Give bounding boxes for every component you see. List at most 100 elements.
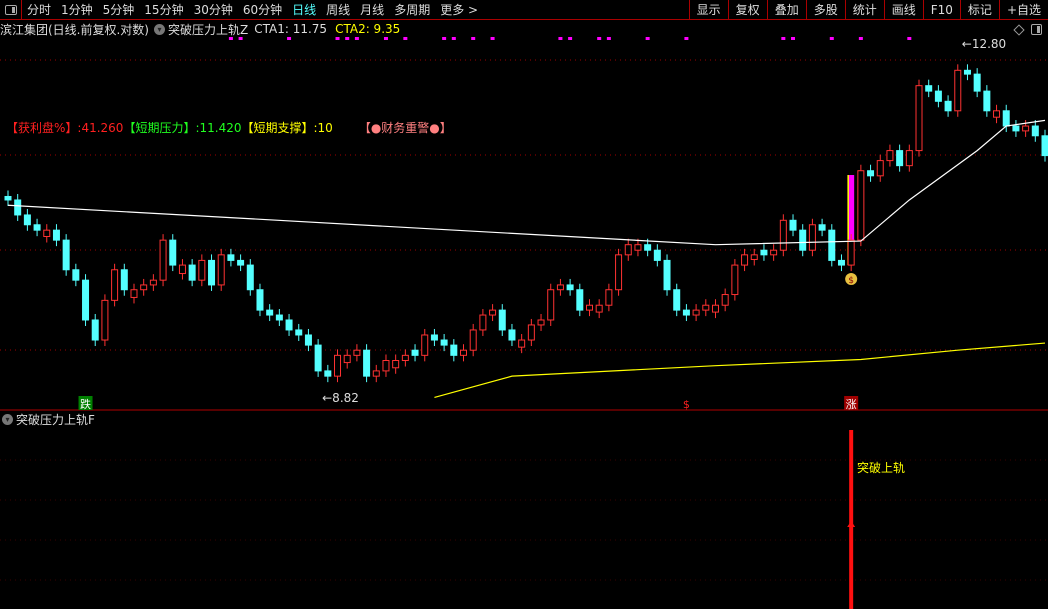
chevron-down-icon[interactable]: ▾ — [154, 23, 165, 35]
candle-up — [43, 229, 51, 237]
support-label: 【短期支撑】 — [241, 121, 314, 135]
candle-up — [886, 150, 894, 162]
candle-up — [808, 224, 816, 251]
toolbar-button[interactable]: 复权 — [727, 0, 767, 20]
period-tab[interactable]: 日线 — [292, 3, 317, 17]
signal-marker — [829, 37, 834, 40]
money-bag-icon-glyph: $ — [848, 276, 854, 286]
candle-up — [334, 354, 342, 377]
signal-marker — [471, 37, 476, 40]
candle-up — [111, 269, 119, 301]
candle-up — [198, 259, 206, 281]
candle-up — [149, 279, 157, 286]
candle-up — [615, 254, 623, 291]
toolbar-button[interactable]: F10 — [922, 0, 960, 20]
candle-down — [644, 244, 652, 251]
candle-up — [489, 309, 497, 316]
candle-up — [876, 160, 884, 177]
signal-marker — [597, 37, 602, 40]
candle-down — [867, 170, 875, 177]
toolbar-button[interactable]: 显示 — [688, 0, 728, 20]
candle-down — [973, 73, 981, 92]
period-tab[interactable]: 30分钟 — [193, 3, 233, 17]
sub-panel-header: ▾ 突破压力上轨F — [0, 411, 95, 428]
cta1-value: CTA1: 11.75 — [254, 22, 328, 36]
candle-up — [741, 254, 749, 266]
candle-down — [1012, 125, 1020, 132]
indicator-name[interactable]: 突破压力上轨Z — [168, 22, 249, 37]
candle-up — [857, 170, 865, 241]
panel-toggle-icon[interactable] — [0, 0, 22, 20]
period-tab[interactable]: 60分钟 — [242, 3, 283, 17]
toolbar-button[interactable]: 多股 — [805, 0, 845, 20]
candle-up — [711, 304, 719, 313]
period-tab[interactable]: 1分钟 — [61, 3, 93, 17]
candle-down — [1031, 125, 1039, 137]
candle-down — [188, 264, 196, 281]
chevron-down-icon[interactable]: ▾ — [2, 414, 13, 425]
toolbar-button[interactable]: 叠加 — [766, 0, 806, 20]
arrow-up-icon — [847, 521, 856, 527]
candle-down — [896, 150, 904, 167]
candle-up — [382, 359, 390, 372]
candle-up — [479, 314, 487, 331]
profit-label: 【获利盘%】 — [6, 121, 78, 135]
toolbar-button[interactable]: 画线 — [883, 0, 923, 20]
signal-marker — [606, 37, 611, 40]
marker-badge — [844, 396, 859, 410]
candle-up — [343, 354, 351, 364]
candle-down — [1041, 135, 1048, 157]
sub-panel-title[interactable]: 突破压力上轨F — [16, 413, 95, 427]
candle-down — [363, 349, 371, 377]
candle-up — [372, 370, 380, 377]
candle-up — [460, 349, 468, 356]
candle-down — [789, 219, 797, 231]
candle-down — [33, 224, 41, 231]
candle-down — [983, 90, 991, 112]
candle-up — [527, 324, 535, 341]
panel-icon[interactable] — [1031, 24, 1042, 35]
toolbar-button[interactable]: +自选 — [998, 0, 1048, 20]
candle-down — [72, 269, 80, 281]
candle-down — [760, 249, 768, 256]
candle-down — [246, 264, 254, 291]
info-line: 滨江集团(日线.前复权.对数) ▾ 突破压力上轨Z CTA1: 11.75 CT… — [0, 21, 400, 37]
period-tab[interactable]: 分时 — [27, 3, 52, 17]
ma-line-yellow — [434, 342, 1046, 399]
candle-down — [91, 319, 99, 341]
candle-up — [605, 289, 613, 306]
candle-down — [508, 329, 516, 341]
candle-up — [537, 319, 545, 326]
candle-down — [430, 334, 438, 341]
candle-down — [295, 329, 303, 336]
candle-up — [469, 329, 477, 351]
period-tab[interactable]: 多周期 — [394, 3, 431, 17]
candle-down — [314, 344, 322, 372]
pressure-value: :11.420 — [195, 121, 242, 135]
period-tab[interactable]: 15分钟 — [144, 3, 184, 17]
candle-down — [227, 254, 235, 261]
candle-up — [392, 359, 400, 369]
candle-up — [421, 334, 429, 356]
period-tab[interactable]: 周线 — [326, 3, 351, 17]
signal-marker — [490, 37, 495, 40]
candle-up — [140, 284, 148, 291]
toolbar-button[interactable]: 标记 — [959, 0, 999, 20]
period-tab[interactable]: 5分钟 — [102, 3, 135, 17]
toolbar-button[interactable]: 统计 — [844, 0, 884, 20]
period-tab[interactable]: 月线 — [360, 3, 385, 17]
candle-up — [721, 294, 729, 306]
candle-up — [217, 254, 225, 286]
candle-down — [14, 199, 22, 216]
period-tab[interactable]: 更多 > — [440, 3, 479, 17]
bottom-marker: $ — [683, 398, 690, 411]
candle-up — [692, 309, 700, 316]
candle-down — [682, 309, 690, 316]
diamond-icon[interactable] — [1013, 23, 1025, 36]
candle-up — [556, 284, 564, 291]
signal-marker — [287, 37, 292, 40]
signal-marker — [858, 37, 863, 40]
candle-up — [585, 304, 593, 311]
candle-down — [799, 229, 807, 251]
